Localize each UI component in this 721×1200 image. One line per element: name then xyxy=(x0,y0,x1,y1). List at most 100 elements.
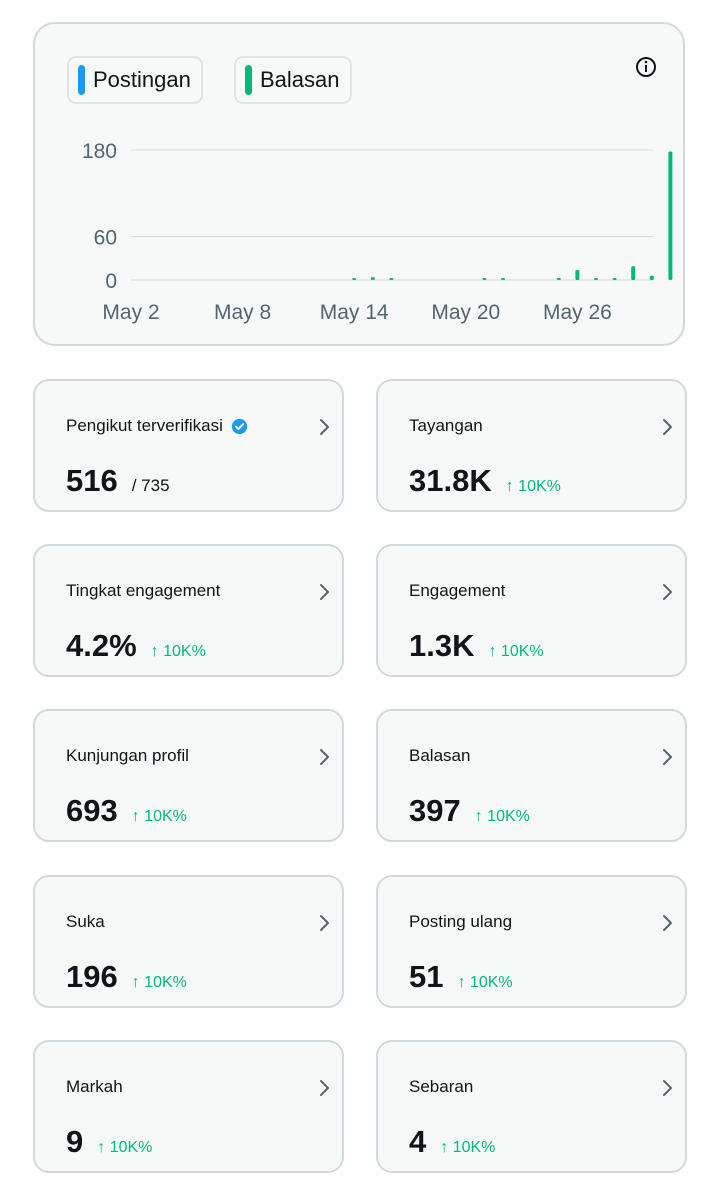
stat-label-text: Posting ulang xyxy=(409,912,513,931)
stat-value: 196 xyxy=(66,959,118,994)
stat-value-row: 196 ↑ 10K% xyxy=(66,959,187,995)
stat-label-text: Balasan xyxy=(409,746,471,765)
x-tick-label: May 2 xyxy=(102,301,159,324)
postingan-swatch xyxy=(78,65,85,95)
x-tick-label: May 26 xyxy=(543,301,612,324)
stat-card[interactable]: Pengikut terverifikasi 516 / 735 xyxy=(33,379,344,512)
stat-label-text: Suka xyxy=(66,912,105,931)
stat-card[interactable]: Kunjungan profil 693 ↑ 10K% xyxy=(33,709,344,842)
stat-label: Tingkat engagement xyxy=(66,581,220,601)
chevron-right-icon[interactable] xyxy=(318,913,332,933)
stat-value: 1.3K xyxy=(409,628,475,663)
chevron-right-icon[interactable] xyxy=(661,913,675,933)
stat-change: ↑ 10K% xyxy=(150,643,206,660)
stat-value-row: 51 ↑ 10K% xyxy=(409,959,513,995)
chevron-right-icon[interactable] xyxy=(318,1078,332,1098)
stat-label: Balasan xyxy=(409,746,470,766)
stat-value: 9 xyxy=(66,1124,84,1159)
stat-label-text: Kunjungan profil xyxy=(66,746,189,765)
chevron-right-icon[interactable] xyxy=(661,582,675,602)
legend-balasan[interactable]: Balasan xyxy=(234,56,352,104)
bar-balasan[interactable] xyxy=(556,277,561,280)
bar-balasan[interactable] xyxy=(668,151,673,280)
stat-card[interactable]: Tayangan 31.8K ↑ 10K% xyxy=(376,379,687,512)
stat-value: 4.2% xyxy=(66,628,137,663)
info-circle-icon[interactable] xyxy=(633,54,659,80)
x-tick-label: May 14 xyxy=(320,301,389,324)
stat-label-text: Tayangan xyxy=(409,416,483,435)
stat-label: Suka xyxy=(66,912,105,932)
bar-balasan[interactable] xyxy=(352,278,357,280)
stat-card[interactable]: Engagement 1.3K ↑ 10K% xyxy=(376,544,687,677)
stat-change: ↑ 10K% xyxy=(488,643,544,660)
chevron-right-icon[interactable] xyxy=(318,747,332,767)
stat-label: Markah xyxy=(66,1077,123,1097)
stat-value-row: 31.8K ↑ 10K% xyxy=(409,463,561,499)
stat-value-row: 4.2% ↑ 10K% xyxy=(66,628,206,664)
stat-label-text: Sebaran xyxy=(409,1077,474,1096)
stat-value: 4 xyxy=(409,1124,427,1159)
bar-chart: 180 60 0 May 2 May 8 May 14 May 20 May 26 xyxy=(82,140,673,324)
y-tick-label: 180 xyxy=(82,140,117,163)
stat-label: Tayangan xyxy=(409,416,483,436)
stat-label-text: Markah xyxy=(66,1077,123,1096)
stat-change: ↑ 10K% xyxy=(505,478,561,495)
legend-postingan-label: Postingan xyxy=(93,67,191,92)
x-tick-label: May 20 xyxy=(431,301,500,324)
bar-balasan[interactable] xyxy=(649,275,654,280)
stat-label: Posting ulang xyxy=(409,912,512,932)
bar-balasan[interactable] xyxy=(594,278,598,280)
chevron-right-icon[interactable] xyxy=(661,417,675,437)
stat-value: 516 xyxy=(66,463,118,498)
stat-card[interactable]: Posting ulang 51 ↑ 10K% xyxy=(376,875,687,1008)
stat-change: ↑ 10K% xyxy=(97,1139,153,1156)
stat-label: Sebaran xyxy=(409,1077,473,1097)
stat-card[interactable]: Tingkat engagement 4.2% ↑ 10K% xyxy=(33,544,344,677)
stat-label-text: Engagement xyxy=(409,581,506,600)
bar-balasan[interactable] xyxy=(612,277,617,280)
chevron-right-icon[interactable] xyxy=(318,582,332,602)
y-tick-label: 60 xyxy=(94,227,117,250)
legend-postingan[interactable]: Postingan xyxy=(67,56,203,104)
stat-change: ↑ 10K% xyxy=(474,808,530,825)
stat-value-row: 397 ↑ 10K% xyxy=(409,793,530,829)
stat-label-text: Pengikut terverifikasi xyxy=(66,416,223,435)
y-tick-label: 0 xyxy=(105,270,117,293)
verified-badge-icon xyxy=(231,418,247,434)
stat-value-row: 9 ↑ 10K% xyxy=(66,1124,152,1160)
stat-card[interactable]: Markah 9 ↑ 10K% xyxy=(33,1040,344,1173)
stat-card[interactable]: Sebaran 4 ↑ 10K% xyxy=(376,1040,687,1173)
legend-balasan-label: Balasan xyxy=(260,67,340,92)
x-tick-label: May 8 xyxy=(214,301,271,324)
stat-card[interactable]: Suka 196 ↑ 10K% xyxy=(33,875,344,1008)
stat-value: 397 xyxy=(409,793,461,828)
stat-total: / 735 xyxy=(131,476,170,495)
stat-change: ↑ 10K% xyxy=(131,974,187,991)
bar-balasan[interactable] xyxy=(501,278,505,280)
stat-value-row: 1.3K ↑ 10K% xyxy=(409,628,544,664)
stat-label: Kunjungan profil xyxy=(66,746,189,766)
stat-value: 51 xyxy=(409,959,444,994)
stat-label-text: Tingkat engagement xyxy=(66,581,221,600)
chevron-right-icon[interactable] xyxy=(661,747,675,767)
stat-label: Engagement xyxy=(409,581,505,601)
chevron-right-icon[interactable] xyxy=(661,1078,675,1098)
stat-value: 693 xyxy=(66,793,118,828)
chevron-right-icon[interactable] xyxy=(318,417,332,437)
bar-balasan[interactable] xyxy=(482,278,487,280)
stat-value-row: 693 ↑ 10K% xyxy=(66,793,187,829)
impressions-chart-card: Postingan Balasan 180 60 0 May 2 May 8 May 14… xyxy=(33,22,685,346)
stat-value-row: 516 / 735 xyxy=(66,463,170,499)
stat-card[interactable]: Balasan 397 ↑ 10K% xyxy=(376,709,687,842)
stat-value: 31.8K xyxy=(409,463,492,498)
bar-balasan[interactable] xyxy=(389,278,394,280)
stat-change: ↑ 10K% xyxy=(440,1139,496,1156)
bar-balasan[interactable] xyxy=(575,269,580,280)
bar-balasan[interactable] xyxy=(370,277,375,280)
bar-balasan[interactable] xyxy=(631,266,636,280)
stat-value-row: 4 ↑ 10K% xyxy=(409,1124,495,1160)
stat-label: Pengikut terverifikasi xyxy=(66,416,248,436)
balasan-swatch xyxy=(245,65,252,95)
stat-change: ↑ 10K% xyxy=(131,808,187,825)
stat-change: ↑ 10K% xyxy=(457,974,513,991)
